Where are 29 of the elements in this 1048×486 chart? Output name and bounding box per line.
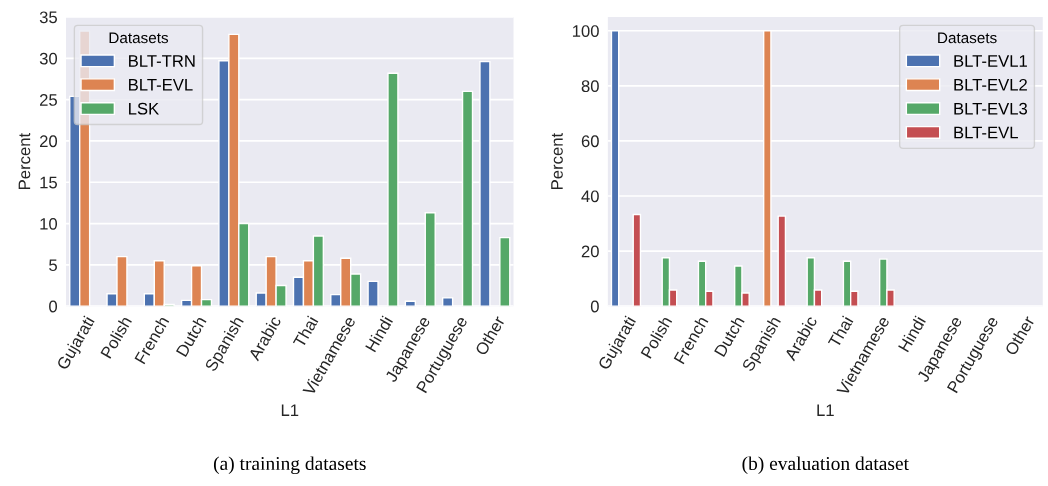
- legend-label: BLT-EVL: [954, 126, 1018, 139]
- y-axis-title: Percent: [551, 133, 563, 189]
- y-tick-label: 10: [40, 217, 58, 230]
- y-tick-label: 25: [39, 94, 57, 106]
- y-tick-label: 30: [39, 52, 58, 65]
- legend-label: LSK: [129, 102, 160, 115]
- y-axis-title: Percent: [18, 133, 31, 189]
- legend-label: BLT-EVL: [129, 79, 193, 91]
- text: (b) evaluation dataset: [742, 456, 909, 475]
- text: (a) training datasets: [213, 456, 366, 475]
- y-tick-label: 40: [581, 190, 599, 203]
- legend-label: BLT-EVL1: [954, 55, 1027, 67]
- y-tick-label: 35: [39, 11, 57, 24]
- y-tick-label: 0: [49, 300, 58, 313]
- y-tick-label: 5: [49, 259, 57, 272]
- legend-label: BLT-EVL2: [954, 78, 1027, 91]
- y-tick-label: 15: [40, 176, 57, 189]
- y-tick-label: 60: [581, 135, 599, 148]
- legend-label: BLT-TRN: [129, 55, 195, 67]
- y-tick-label: 100: [572, 25, 599, 37]
- y-tick-label: 0: [590, 300, 599, 313]
- x-axis-title: L1: [817, 404, 834, 416]
- legend-label: BLT-EVL3: [954, 102, 1028, 115]
- legend-title: Datasets: [938, 32, 997, 44]
- y-tick-label: 20: [39, 135, 58, 148]
- legend-title: Datasets: [109, 32, 169, 44]
- y-tick-label: 20: [581, 245, 599, 258]
- y-tick-label: 80: [581, 80, 599, 93]
- x-axis-title: L1: [281, 404, 299, 416]
